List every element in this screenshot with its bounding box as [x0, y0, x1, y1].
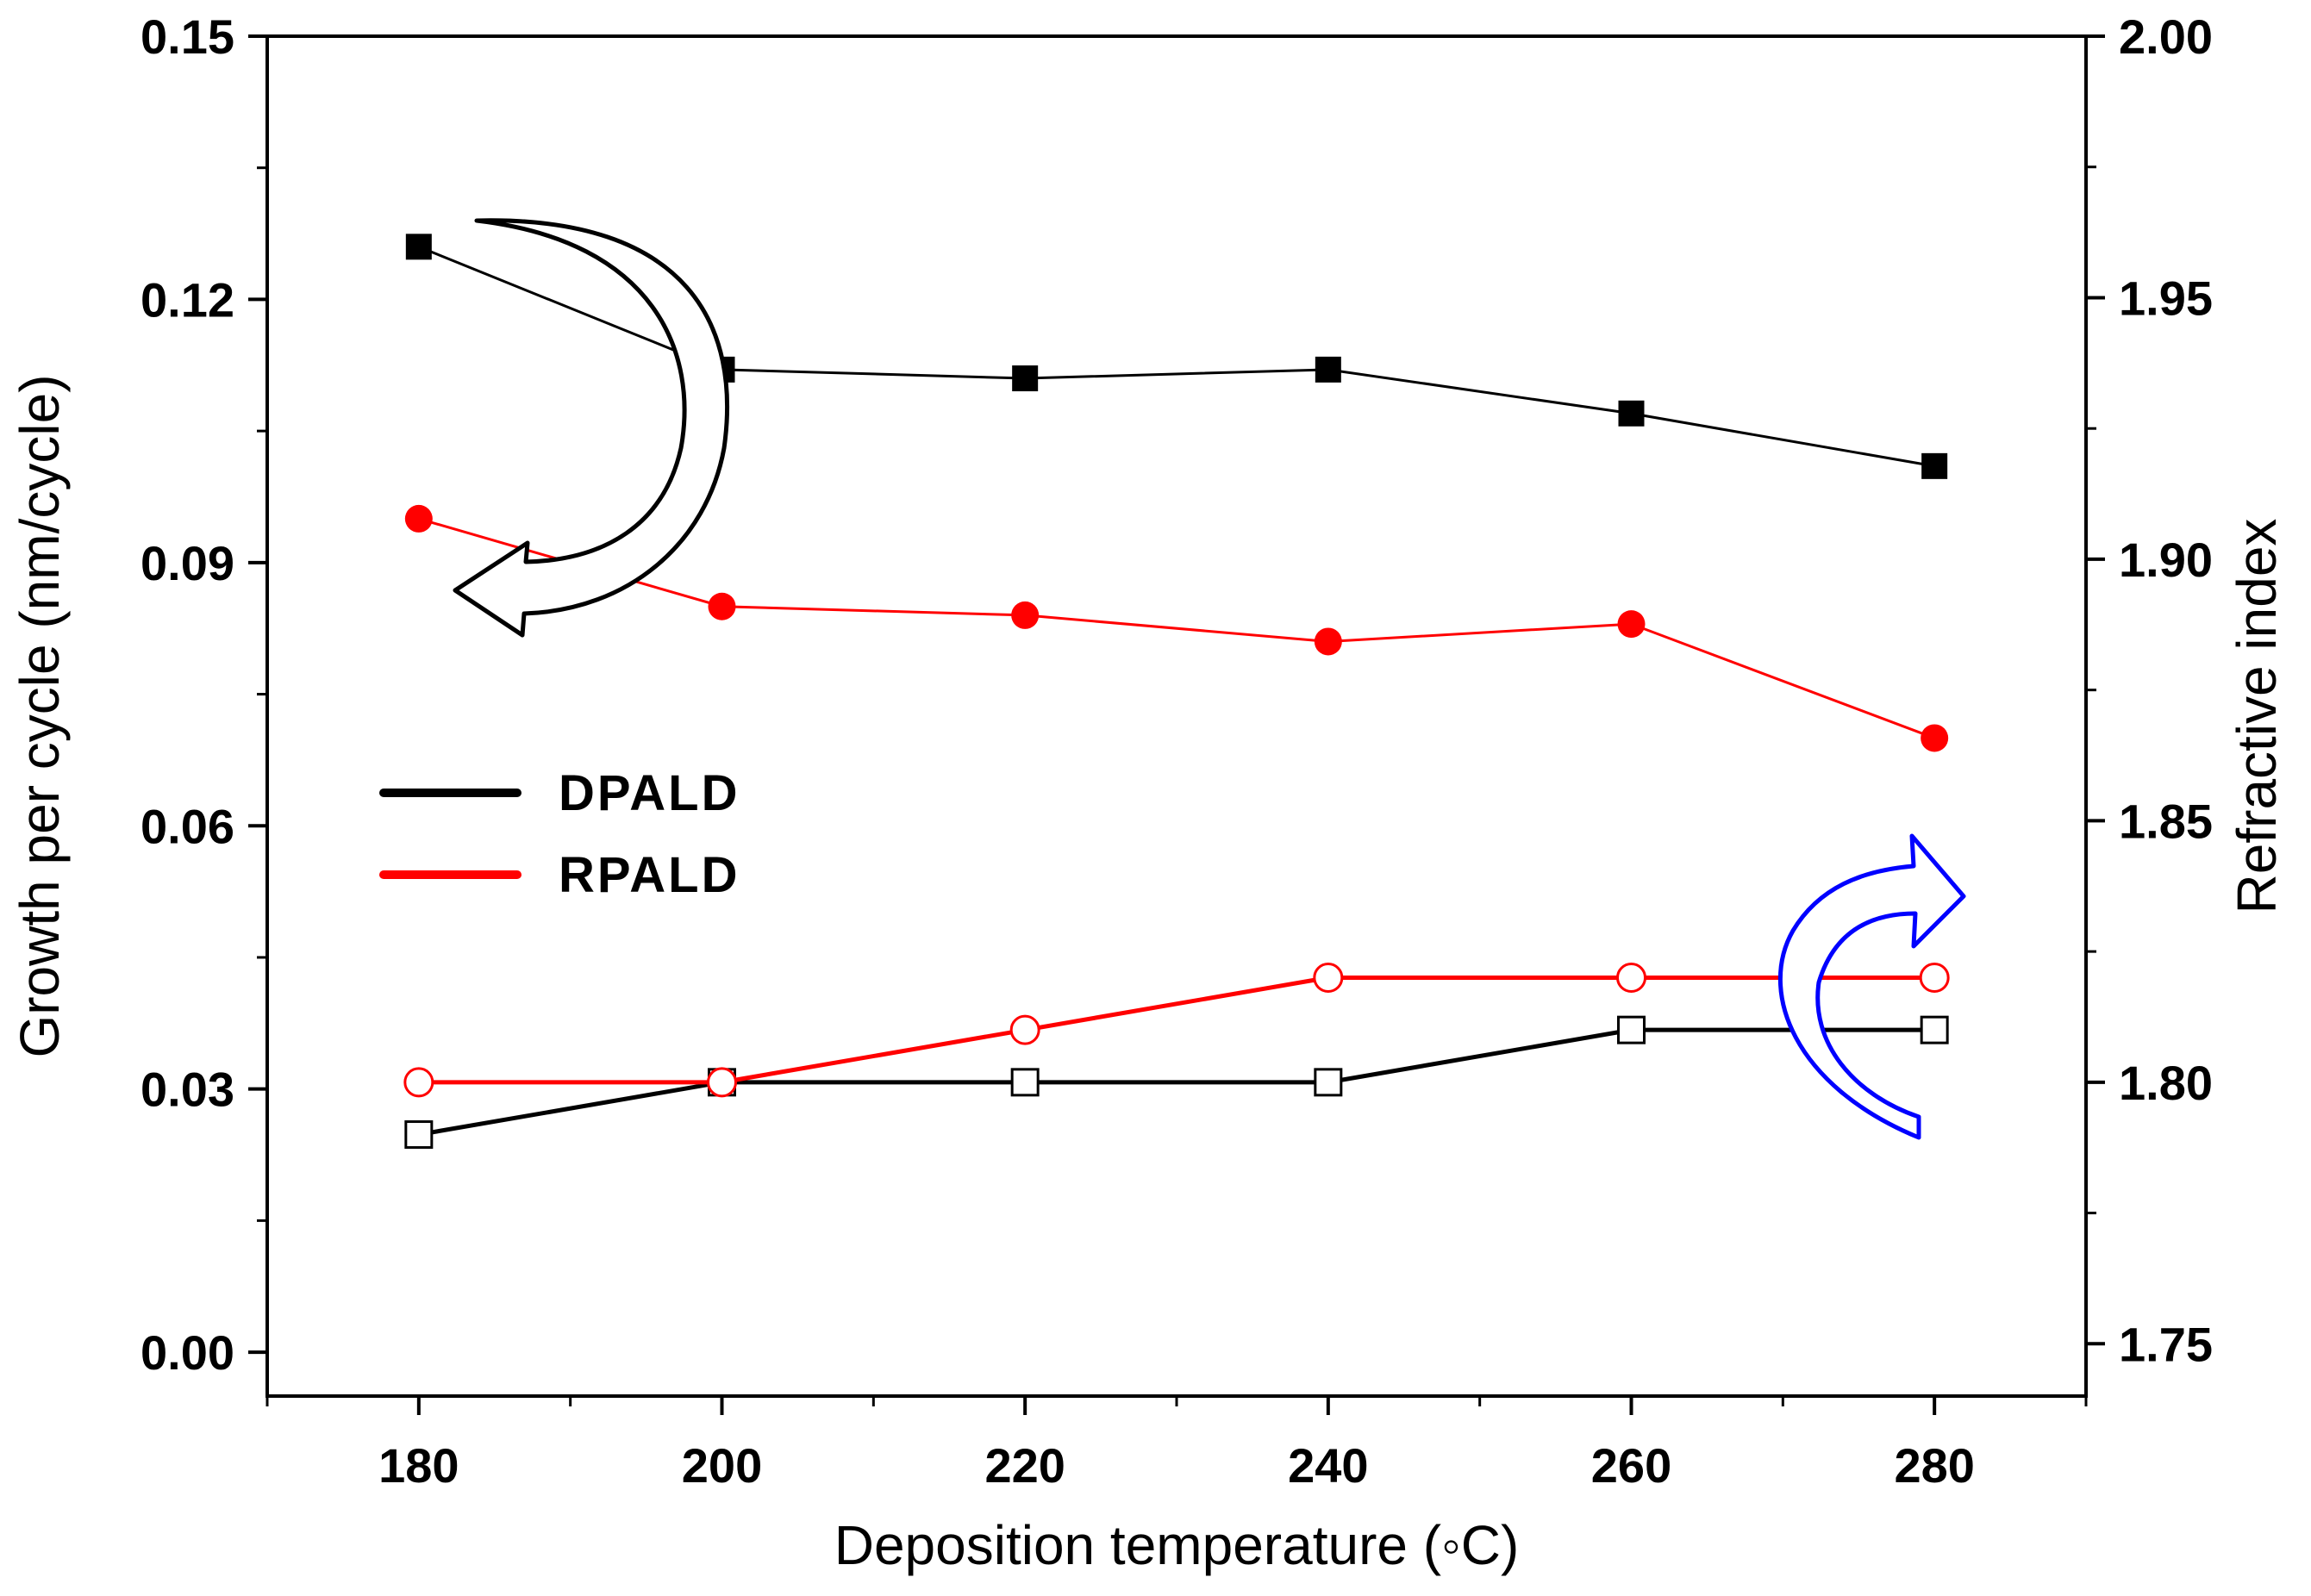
axis-ticks	[248, 34, 2105, 1415]
y-right-tick-label: 1.80	[2119, 1056, 2213, 1110]
y-right-tick-label: 1.95	[2119, 271, 2213, 325]
y-right-axis-title: Refractive index	[2226, 519, 2288, 914]
y-right-tick-label: 1.75	[2119, 1317, 2213, 1371]
series-markers	[403, 234, 1950, 1150]
x-tick-label: 220	[984, 1438, 1065, 1493]
y-right-tick-label: 1.90	[2119, 533, 2213, 587]
y-left-tick-labels: 0.00 0.03 0.06 0.09 0.12 0.15	[141, 9, 234, 1380]
data-point-dpald-left	[405, 234, 432, 260]
x-tick-label: 200	[682, 1438, 762, 1493]
series-line-rpald-left	[418, 517, 1935, 739]
data-point-dpald-left	[1012, 365, 1039, 392]
data-point-rpald-left	[1921, 724, 1949, 752]
data-point-rpald-right	[1313, 962, 1344, 993]
data-point-rpald-right	[1919, 962, 1950, 993]
y-left-tick-label: 0.03	[141, 1063, 234, 1117]
x-tick-label: 280	[1894, 1438, 1974, 1493]
data-point-rpald-left	[1011, 601, 1040, 629]
y-left-tick-label: 0.09	[141, 536, 234, 590]
legend-label-dpald: DPALD	[559, 765, 740, 821]
data-point-rpald-right	[1009, 1014, 1040, 1045]
data-point-dpald-left	[1315, 356, 1341, 383]
y-right-tick-label: 1.85	[2119, 794, 2213, 848]
y-right-tick-label: 2.00	[2119, 9, 2213, 64]
data-point-rpald-right	[1616, 962, 1646, 993]
y-left-axis-title: Growth per cycle (nm/cycle)	[9, 374, 71, 1057]
x-axis-title: Deposition temperature (◦C)	[834, 1514, 1520, 1576]
series-line-dpald-right	[418, 1027, 1935, 1138]
y-left-tick-label: 0.00	[141, 1325, 234, 1380]
y-left-tick-label: 0.15	[141, 9, 234, 64]
data-point-dpald-right	[1920, 1015, 1949, 1044]
right-axis-curved-arrow	[1778, 833, 1966, 1140]
data-point-dpald-left	[1921, 452, 1948, 479]
data-point-rpald-left	[1314, 627, 1342, 656]
plot-frame	[265, 34, 2088, 1398]
x-tick-label: 260	[1591, 1438, 1671, 1493]
data-point-rpald-right	[403, 1067, 434, 1098]
x-tick-label: 240	[1288, 1438, 1368, 1493]
y-left-tick-label: 0.06	[141, 799, 234, 853]
x-tick-label: 180	[378, 1438, 459, 1493]
data-point-dpald-right	[404, 1120, 434, 1150]
x-tick-labels: 180 200 220 240 260 280	[378, 1438, 1975, 1493]
data-point-dpald-right	[1010, 1068, 1040, 1097]
left-axis-curved-arrow	[453, 218, 730, 638]
legend-label-rpald: RPALD	[559, 847, 740, 903]
data-point-rpald-left	[404, 504, 433, 533]
data-point-rpald-left	[1617, 610, 1646, 639]
series-line-rpald-right	[418, 975, 1935, 1085]
data-point-rpald-right	[707, 1067, 737, 1098]
data-point-dpald-right	[1617, 1015, 1646, 1044]
data-point-dpald-left	[1618, 400, 1645, 427]
legend: DPALD RPALD	[379, 765, 740, 903]
series-line-dpald-left	[418, 245, 1935, 468]
data-point-dpald-right	[1314, 1068, 1343, 1097]
data-point-rpald-left	[708, 592, 736, 620]
y-right-tick-labels: 1.75 1.80 1.85 1.90 1.95 2.00	[2119, 9, 2213, 1371]
series-lines	[418, 245, 1935, 1138]
y-left-tick-label: 0.12	[141, 272, 234, 327]
